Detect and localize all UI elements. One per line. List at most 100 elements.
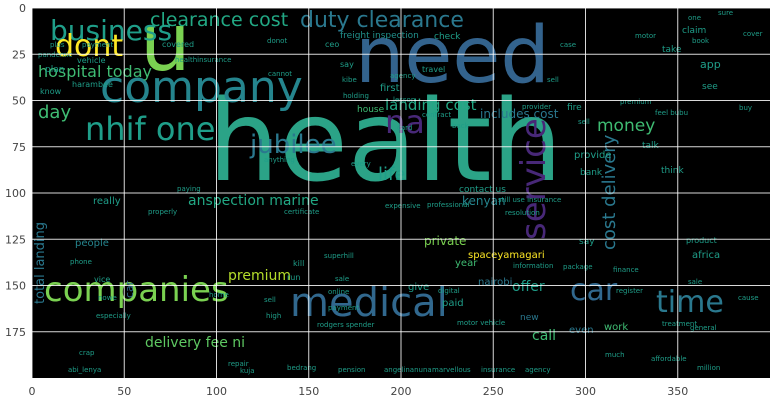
cloud-word: professional (427, 201, 469, 209)
cloud-word: duty clearance (300, 8, 464, 33)
cloud-word: say (340, 60, 354, 69)
cloud-word: day (38, 102, 71, 123)
cloud-word: travel (422, 65, 445, 74)
y-tick-labels: 0 25 50 75 100 125 150 175 (5, 2, 26, 339)
cloud-word: much (605, 351, 625, 359)
x-tick-label: 150 (298, 385, 319, 398)
cloud-word: companies (44, 270, 229, 310)
cloud-word: superhill (324, 252, 354, 260)
cloud-word: spaceyamagari (468, 250, 545, 261)
cloud-word: offer (512, 279, 545, 295)
cloud-word: properly (148, 208, 177, 216)
cloud-word: covered (162, 40, 194, 49)
cloud-word: even (569, 325, 594, 336)
y-tick-label: 75 (12, 141, 26, 154)
cloud-word: expensive (385, 202, 421, 210)
cloud-word: insurance (481, 366, 515, 374)
cloud-word: vehicle (77, 56, 106, 65)
cloud-word: company (100, 62, 303, 113)
cloud-word: app (700, 58, 721, 71)
cloud-word: fire (567, 103, 582, 113)
cloud-word: money (597, 116, 655, 136)
cloud-word: motor (635, 32, 656, 40)
cloud-word: time (656, 285, 724, 320)
cloud-word: paying (177, 185, 201, 193)
x-tick-label: 250 (483, 385, 504, 398)
x-tick-label: 300 (575, 385, 596, 398)
cloud-word: plan (45, 65, 64, 75)
cloud-word: nhif one (85, 110, 215, 148)
cloud-word: provide (574, 150, 612, 161)
cloud-word: kibe (342, 76, 357, 84)
cloud-word: anything (264, 156, 295, 164)
cloud-word: plus (50, 41, 65, 49)
cloud-word: give (408, 282, 429, 293)
cloud-word: home (209, 291, 229, 299)
y-tick-label: 25 (12, 48, 26, 61)
cloud-word: sell (264, 296, 276, 304)
cloud-word: provider (522, 103, 551, 111)
cloud-word: think (661, 166, 684, 176)
y-tick-label: 0 (19, 2, 26, 15)
cloud-word: pandemic (38, 51, 73, 59)
cloud-word: sale (335, 275, 349, 283)
y-tick-label: 150 (5, 280, 26, 293)
x-tick-label: 50 (117, 385, 131, 398)
cloud-word: really (93, 196, 121, 207)
x-tick-label: 350 (667, 385, 688, 398)
cloud-word: dont (55, 29, 123, 64)
cloud-word: sell (578, 118, 590, 126)
cloud-word: year (455, 258, 478, 269)
cloud-word: package (563, 263, 593, 271)
cloud-word: claim (682, 26, 706, 36)
cloud-word: sale (688, 278, 702, 286)
cloud-word: card (397, 124, 412, 132)
cloud-word: resolution (505, 209, 540, 217)
cloud-word: bedrang (287, 364, 316, 372)
cloud-word: agency (525, 366, 550, 374)
cloud-word: million (697, 364, 720, 372)
cloud-word: total landing (33, 222, 48, 304)
cloud-word: book (692, 37, 710, 45)
cloud-word: product (686, 236, 717, 245)
cloud-word: first (380, 83, 400, 94)
cloud-word: general (690, 324, 717, 332)
cloud-word: repair (228, 360, 249, 368)
cloud-word: paid (442, 298, 464, 309)
cloud-word: agency (390, 72, 415, 80)
x-tick-label: 0 (29, 385, 36, 398)
cloud-word: africa (692, 250, 720, 261)
cloud-word: rodgers spender (317, 321, 375, 329)
cloud-word: affordable (651, 355, 687, 363)
cloud-word: back (452, 122, 470, 130)
cloud-word: know (40, 87, 62, 96)
cloud-word: payment (328, 304, 359, 312)
cloud-word: abi_lenya (68, 366, 101, 374)
cloud-word: nairobi (478, 277, 512, 288)
cloud-word: one (688, 14, 701, 22)
cloud-word: kill (293, 259, 304, 268)
cloud-word: still use insurance (498, 196, 561, 204)
cloud-word: car (123, 280, 136, 298)
cloud-word: includes cost (480, 107, 559, 121)
cloud-word: harambee (72, 80, 113, 89)
cloud-word: cost delivery (599, 134, 620, 250)
cloud-word: say (579, 237, 595, 247)
cloud-word: online (328, 288, 349, 296)
cloud-word: buy (739, 104, 752, 112)
cloud-word: donot (267, 37, 287, 45)
cloud-word: finance (613, 266, 639, 274)
x-tick-label: 200 (391, 385, 412, 398)
x-tick-labels: 0 50 100 150 200 250 300 350 (29, 385, 689, 398)
cloud-word: kuja (240, 367, 255, 375)
cloud-word: talk (642, 141, 660, 151)
cloud-word: bank (580, 168, 603, 178)
cloud-word: nowe (98, 294, 117, 302)
cloud-word: sell (547, 76, 559, 84)
cloud-word: angelinanuna (384, 366, 432, 374)
cloud-word: cannot (268, 70, 292, 78)
y-tick-label: 100 (5, 187, 26, 200)
cloud-word: every (351, 160, 371, 168)
cloud-word: cause (738, 294, 759, 302)
